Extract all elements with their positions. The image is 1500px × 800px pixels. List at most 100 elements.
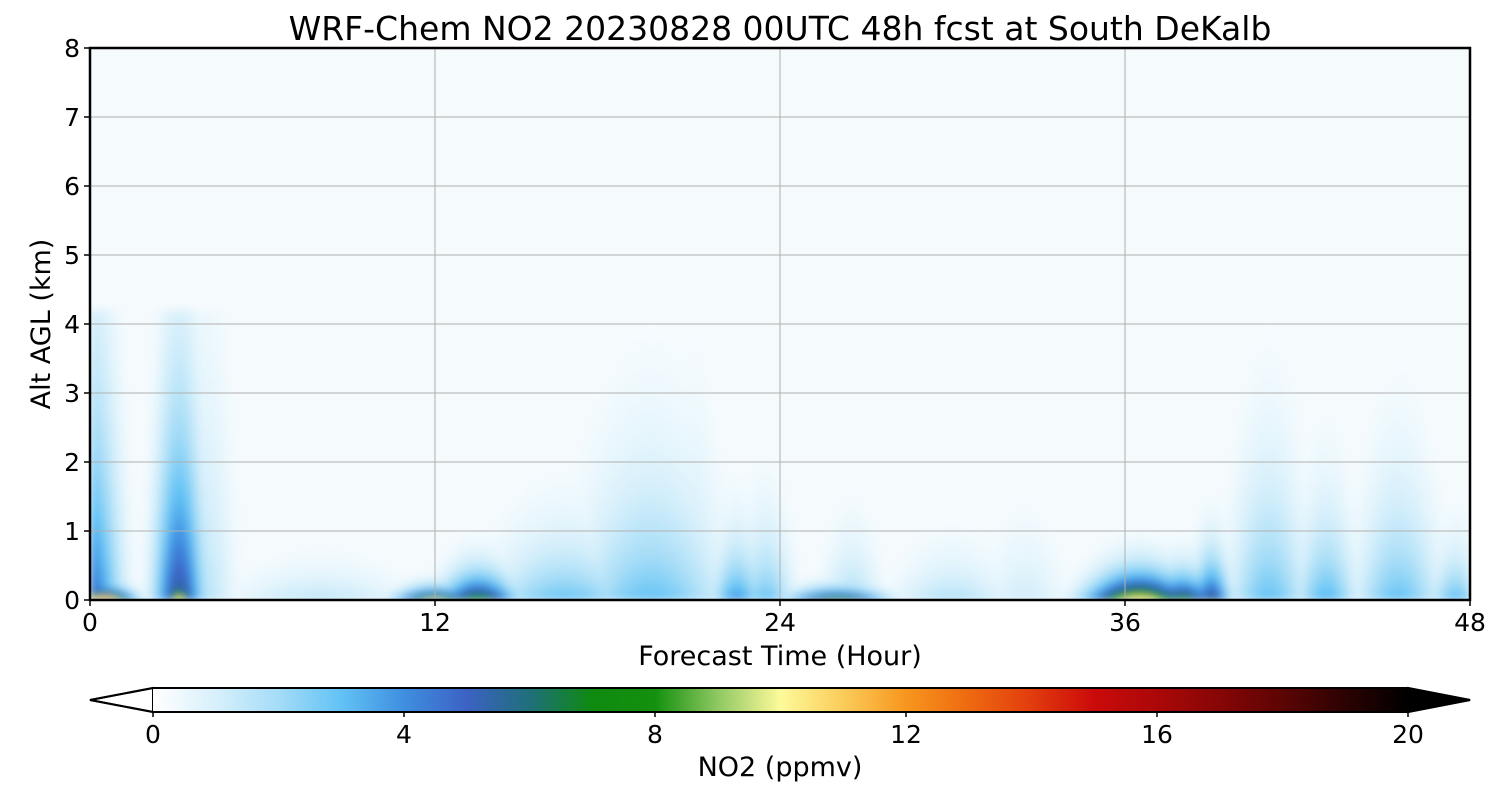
heat-cell [205,482,212,491]
heat-cell [636,475,643,484]
heat-cell [458,577,465,580]
heat-cell [394,577,402,580]
heat-cell [348,562,356,566]
heat-cell [222,581,229,585]
heat-cell [383,573,390,576]
heat-cell [630,503,637,511]
heat-cell [159,330,166,339]
heat-cell [366,571,373,574]
heat-cell [113,571,120,574]
heat-cell [682,441,689,449]
heat-cell [757,544,764,553]
heat-cell [688,537,695,546]
heat-cell [354,560,361,564]
heat-cell [366,564,373,568]
heat-cell [182,589,189,593]
heat-cell [159,581,166,585]
heat-cell [774,475,781,484]
heat-cell [941,571,948,574]
heat-cell [688,489,695,498]
heat-cell [279,573,287,576]
heat-cell [486,581,494,585]
heat-cell [159,448,166,456]
heat-cell [279,551,287,560]
heat-cell [630,591,637,595]
heat-cell [429,579,436,582]
heat-cell [768,575,775,578]
heat-cell [113,310,120,318]
heat-cell [665,589,672,593]
heat-cell [734,517,741,525]
heat-cell [929,568,936,572]
heat-cell [613,595,620,599]
heat-cell [176,393,183,401]
heat-cell [590,583,597,587]
heat-cell [688,551,695,560]
heat-cell [521,577,528,580]
heat-cell [607,568,614,572]
heat-cell [176,372,183,380]
heat-cell [837,544,844,553]
heat-cell [182,399,189,408]
heat-cell [337,544,344,553]
heat-cell [274,591,281,595]
heat-cell [601,571,609,574]
heat-cell [883,573,890,576]
heat-cell [210,406,218,415]
heat-cell [107,593,114,597]
heat-cell [239,577,246,580]
heat-cell [440,575,448,578]
heat-cell [205,351,212,360]
heat-cell [607,517,614,525]
heat-cell [417,591,425,595]
heat-cell [699,562,706,566]
heat-cell [739,591,747,595]
heat-cell [435,593,442,597]
heat-cell [739,517,747,525]
heat-cell [550,564,557,568]
heat-cell [636,413,643,422]
heat-cell [768,568,775,572]
heat-cell [590,524,597,532]
heat-cell [538,593,545,597]
heat-cell [331,593,338,597]
heat-cell [199,393,206,401]
heat-cell [412,573,419,576]
heat-cell [107,365,114,373]
heat-cell [906,583,913,587]
heat-cell [642,482,649,491]
heat-cell [757,462,764,470]
heat-cell [826,571,833,574]
heat-cell [797,589,804,593]
heat-cell [348,564,356,568]
heat-cell [130,595,137,599]
heat-cell [176,593,183,597]
heat-cell [647,337,655,346]
heat-cell [866,568,873,572]
heat-cell [297,566,304,570]
heat-cell [590,393,597,401]
heat-cell [578,585,586,589]
heat-cell [711,468,718,477]
heat-cell [130,579,137,582]
heat-cell [228,587,235,591]
heat-cell [831,581,839,585]
heat-cell [469,593,476,597]
heat-cell [895,564,902,568]
heat-cell [935,577,942,580]
heat-cell [492,579,499,582]
heat-cell [164,344,172,353]
heat-cell [101,593,108,597]
heat-cell [383,566,390,570]
heat-cell [728,503,735,511]
heat-cell [164,583,172,587]
heat-cell [751,575,758,578]
heat-cell [883,591,890,595]
heat-cell [613,406,620,415]
heat-cell [688,468,695,477]
heat-cell [578,562,586,566]
heat-cell [182,482,189,491]
heat-cell [187,372,195,380]
heat-cell [118,406,126,415]
heat-cell [607,571,614,574]
